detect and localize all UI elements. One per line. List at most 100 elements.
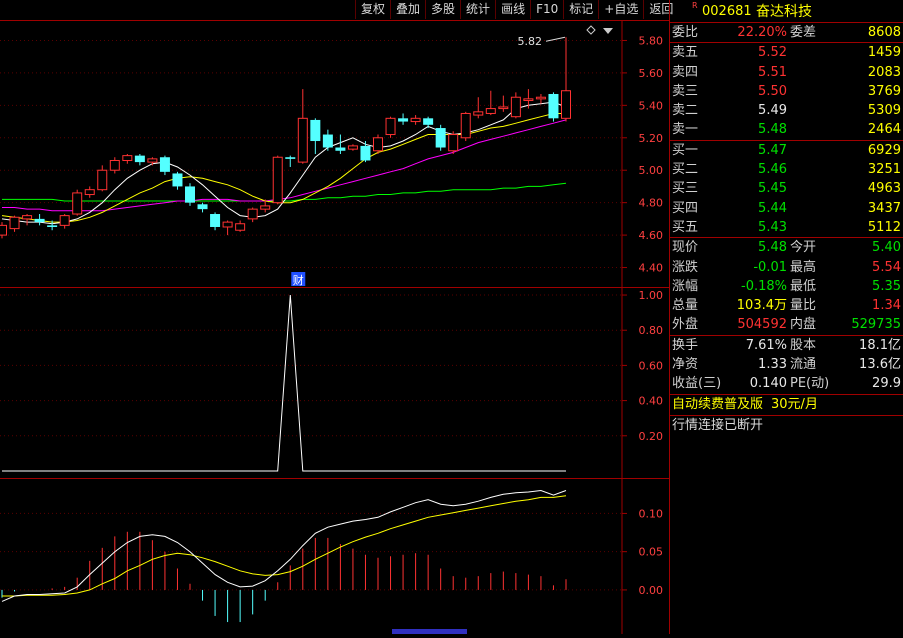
stock-name[interactable]: 奋达科技 <box>756 4 812 20</box>
back-button[interactable]: 返回 <box>643 0 678 19</box>
mark-button[interactable]: 标记 <box>563 0 598 19</box>
candle-body <box>134 155 145 163</box>
bid-price: 5.44 <box>758 200 787 216</box>
quote-row: 现价 5.48 今开 5.40 <box>670 238 903 257</box>
y-tick-label: 0.10 <box>639 507 664 520</box>
dif-line <box>1 489 567 602</box>
ask-label: 卖三 <box>672 83 699 99</box>
multi-stock-button[interactable]: 多股 <box>425 0 460 19</box>
y-tick-label: 5.40 <box>639 99 664 112</box>
candle-body <box>272 156 283 204</box>
candle-body <box>448 134 459 152</box>
candle-body <box>172 173 183 187</box>
quote-row: 总量 103.4万 量比 1.34 <box>670 296 903 315</box>
high-annotation-arrow <box>545 36 566 42</box>
bid-label: 买一 <box>672 142 699 158</box>
quote-value: -0.18% <box>741 278 787 294</box>
candle-body <box>297 117 308 163</box>
quote-panel: R 002681 奋达科技 委比 22.20% 委差 8608 卖五 5.52 14… <box>669 0 903 634</box>
bid-label: 买二 <box>672 162 699 178</box>
ask-row[interactable]: 卖二 5.49 5309 <box>670 101 903 120</box>
candle-body <box>22 215 33 220</box>
bid-volume: 3251 <box>867 162 901 178</box>
quote-value: 5.48 <box>758 240 787 256</box>
ma5-line <box>1 101 567 225</box>
stat-label: 净资 <box>672 357 699 373</box>
connection-status: 行情连接已断开 <box>672 417 764 433</box>
stat-value: 1.33 <box>758 357 787 373</box>
candle-body <box>410 117 421 123</box>
bid-row[interactable]: 买五 5.43 5112 <box>670 218 903 237</box>
ask-row[interactable]: 卖五 5.52 1459 <box>670 43 903 62</box>
y-tick-label: 0.40 <box>639 395 664 408</box>
quote-label: 总量 <box>672 298 699 314</box>
caret-down-icon <box>603 28 613 34</box>
bid-price: 5.43 <box>758 219 787 235</box>
quote-stats: 现价 5.48 今开 5.40 涨跌 -0.01 最高 5.54 涨幅 -0.18% 最低 5.3… <box>670 238 903 336</box>
add-favorite-button[interactable]: +自选 <box>598 0 643 19</box>
scrollbar-thumb <box>392 629 467 634</box>
bid-volume: 5112 <box>867 219 901 235</box>
quote-value: 5.35 <box>872 278 901 294</box>
draw-line-button[interactable]: 画线 <box>495 0 530 19</box>
bid-row[interactable]: 买二 5.46 3251 <box>670 160 903 179</box>
finance-marker <box>291 272 306 286</box>
bid-volume: 6929 <box>867 142 901 158</box>
quote-value: 1.34 <box>872 298 901 314</box>
candle-body <box>47 225 58 227</box>
ask-volume: 2083 <box>867 64 901 80</box>
stat-label: 换手 <box>672 337 699 353</box>
ask-price: 5.48 <box>758 122 787 138</box>
quote-label: 涨幅 <box>672 278 699 294</box>
chart-toolbar: 复权 叠加 多股 统计 画线 F10 标记 +自选 返回 <box>355 0 678 20</box>
statistics-button[interactable]: 统计 <box>460 0 495 19</box>
high-annotation-label: 5.82 <box>518 35 543 48</box>
promo-text: 自动续费普及版 <box>672 396 764 412</box>
candle-body <box>210 214 221 227</box>
ask-row[interactable]: 卖三 5.50 3769 <box>670 82 903 101</box>
y-tick-label: 5.80 <box>639 34 664 47</box>
quote-label: 内盘 <box>790 317 817 333</box>
y-tick-label: 4.40 <box>639 262 664 275</box>
bid-row[interactable]: 买三 5.45 4963 <box>670 179 903 198</box>
kline-chart-area[interactable]: 5.80 5.60 5.40 5.20 5.00 4.80 4.60 4.40 5.82 财 1.0… <box>0 0 669 634</box>
stat-value: 29.9 <box>872 376 901 392</box>
stat-label: 股本 <box>790 337 817 353</box>
subscription-promo[interactable]: 自动续费普及版 30元/月 <box>670 395 903 416</box>
y-tick-label: 0.80 <box>639 324 664 337</box>
candle-body <box>247 208 258 220</box>
candle-body <box>473 111 484 116</box>
ask-row[interactable]: 卖一 5.48 2464 <box>670 120 903 139</box>
ma20-line <box>2 119 567 212</box>
bid-row[interactable]: 买四 5.44 3437 <box>670 199 903 218</box>
candle-body <box>373 137 383 152</box>
ask-volume: 5309 <box>867 103 901 119</box>
candle-body <box>235 223 246 231</box>
ask-volume: 2464 <box>867 122 901 138</box>
y-tick-label: 5.20 <box>639 132 664 145</box>
weibi-row: 委比 22.20% 委差 8608 <box>670 23 903 44</box>
ask-row[interactable]: 卖四 5.51 2083 <box>670 63 903 82</box>
stock-code[interactable]: 002681 <box>702 4 752 19</box>
candle-body <box>97 169 108 191</box>
bid-price: 5.47 <box>758 142 787 158</box>
candle-body <box>423 118 434 125</box>
f10-button[interactable]: F10 <box>530 0 563 19</box>
candle-body <box>385 117 396 136</box>
candle-body <box>222 221 233 228</box>
stat-value: 13.6亿 <box>859 357 901 373</box>
quote-value: 5.54 <box>872 259 901 275</box>
y-tick-label: 4.80 <box>639 197 664 210</box>
bid-row[interactable]: 买一 5.47 6929 <box>670 141 903 160</box>
fundamental-stats: 换手 7.61% 股本 18.1亿 净资 1.33 流通 13.6亿 收益(三) 0.140 P… <box>670 336 903 395</box>
ask-volume: 3769 <box>867 83 901 99</box>
fuquan-button[interactable]: 复权 <box>355 0 390 19</box>
chart-svg[interactable]: 5.80 5.60 5.40 5.20 5.00 4.80 4.60 4.40 5.82 财 1.0… <box>0 0 669 634</box>
y-tick-label: 0.05 <box>639 546 664 559</box>
y-tick-label: 5.00 <box>639 164 664 177</box>
candle-body <box>510 96 521 118</box>
bid-label: 买三 <box>672 181 699 197</box>
candle-body <box>159 157 170 172</box>
candle-body <box>260 205 271 210</box>
overlay-button[interactable]: 叠加 <box>390 0 425 19</box>
